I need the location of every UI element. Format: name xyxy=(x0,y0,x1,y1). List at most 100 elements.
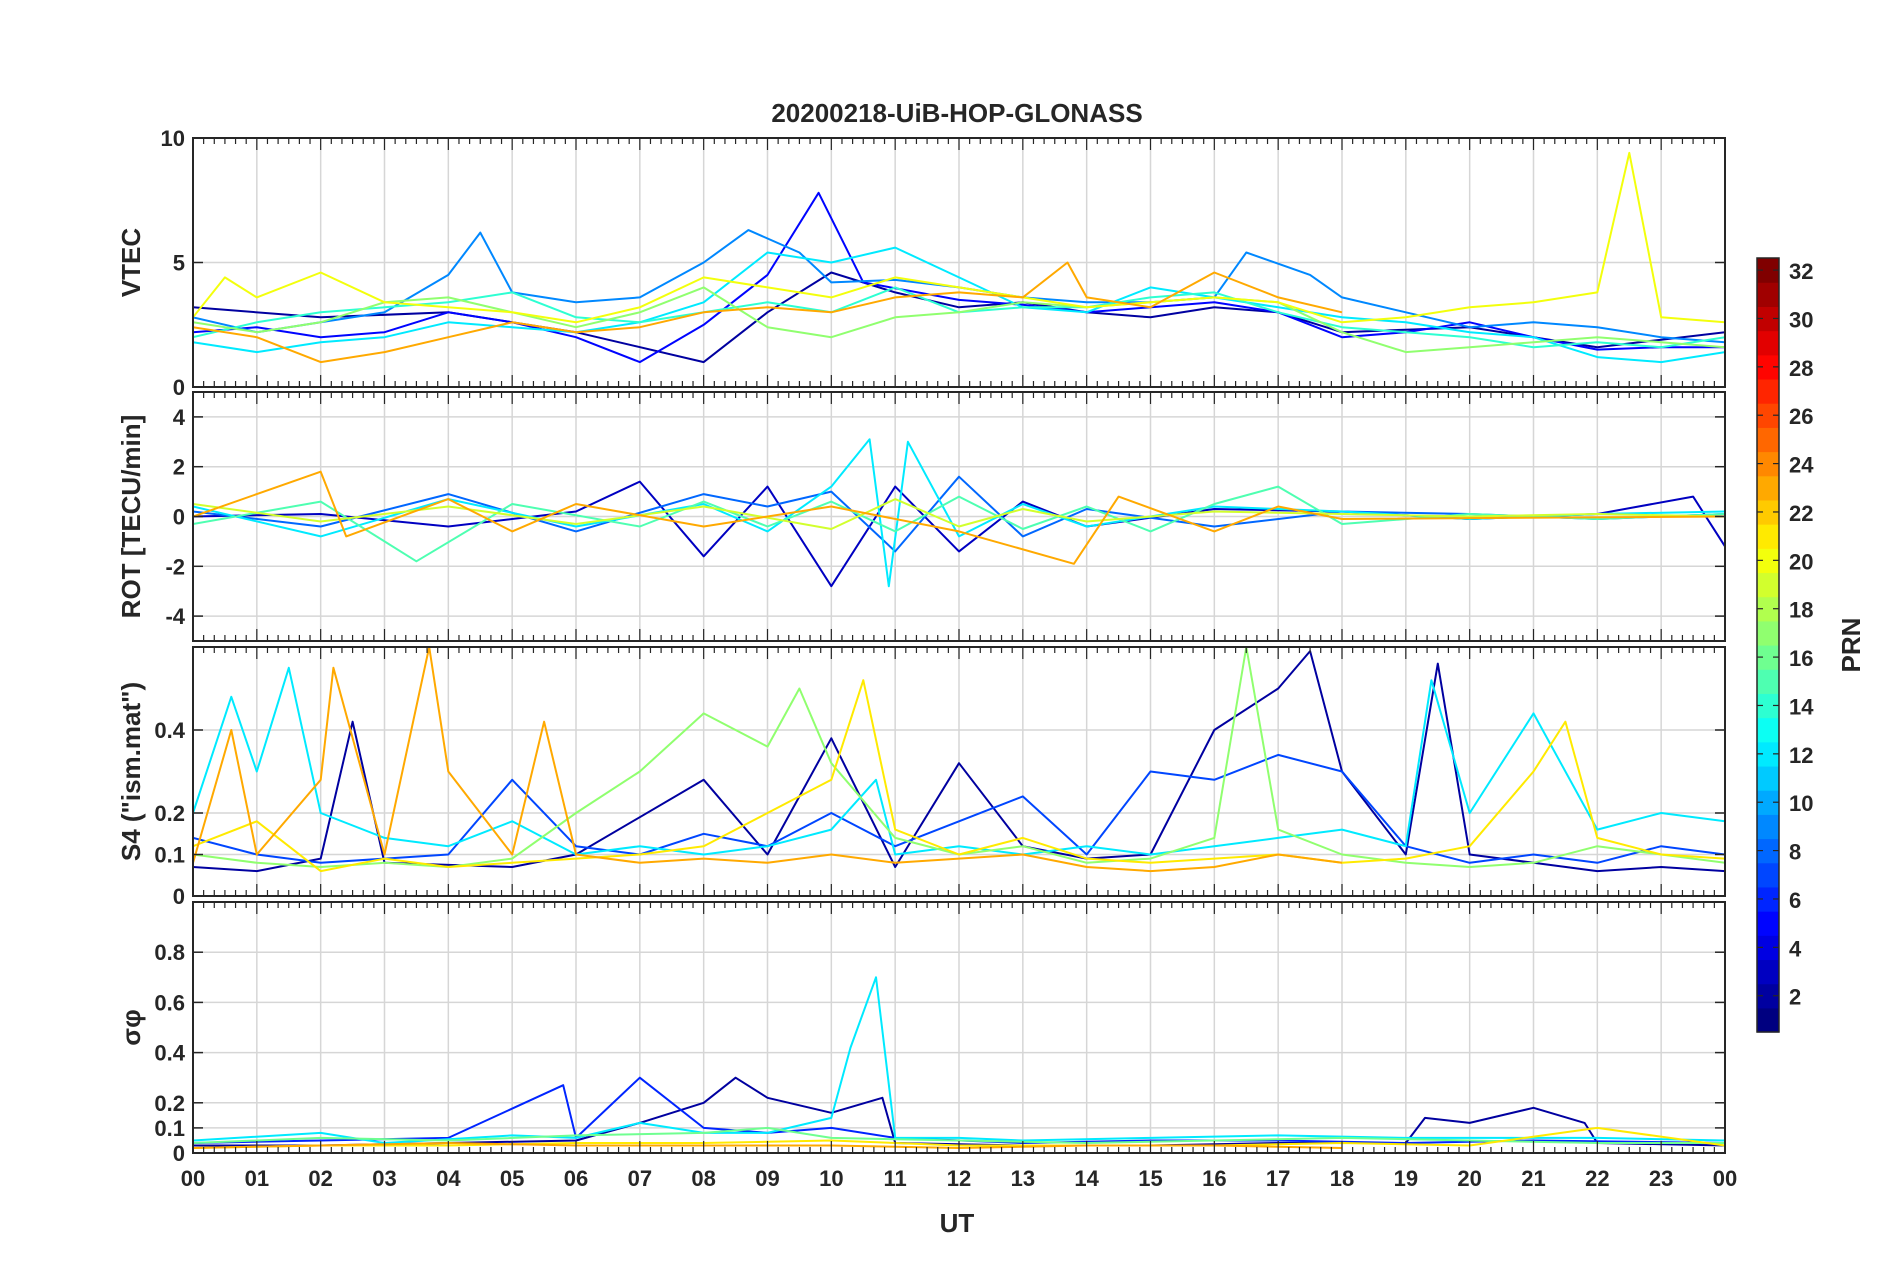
colorbar-segment xyxy=(1757,378,1779,404)
panel-frame xyxy=(192,646,1726,897)
colorbar-segment xyxy=(1757,330,1779,356)
x-tick-label: 06 xyxy=(564,1166,588,1191)
series-prn-21 xyxy=(193,679,1725,873)
colorbar-tick-label: 28 xyxy=(1789,356,1813,381)
colorbar-label: PRN xyxy=(1836,618,1866,673)
colorbar-segment xyxy=(1757,838,1779,864)
x-tick-label: 10 xyxy=(819,1166,843,1191)
y-tick-label: 0.6 xyxy=(154,990,185,1015)
colorbar-segment xyxy=(1757,524,1779,549)
x-tick-label: 19 xyxy=(1394,1166,1418,1191)
y-tick-label: 0.1 xyxy=(154,1116,185,1141)
colorbar-segment xyxy=(1757,475,1779,501)
series-prn-12 xyxy=(193,666,1725,856)
colorbar-tick-label: 20 xyxy=(1789,549,1813,574)
colorbar-tick-label: 4 xyxy=(1789,936,1802,961)
colorbar-tick-label: 14 xyxy=(1789,694,1814,719)
x-tick-label: 13 xyxy=(1011,1166,1035,1191)
y-tick-label: 2 xyxy=(173,455,185,480)
x-tick-label: 16 xyxy=(1202,1166,1226,1191)
colorbar-tick-label: 26 xyxy=(1789,404,1813,429)
x-tick-label: 04 xyxy=(436,1166,461,1191)
colorbar-tick-label: 12 xyxy=(1789,743,1813,768)
y-tick-label: 5 xyxy=(173,251,185,276)
colorbar-tick-label: 32 xyxy=(1789,259,1813,284)
x-tick-label: 02 xyxy=(308,1166,332,1191)
x-tick-label: 20 xyxy=(1457,1166,1481,1191)
colorbar-segment xyxy=(1757,765,1779,791)
colorbar-segment xyxy=(1757,886,1779,912)
y-tick-label: 0 xyxy=(173,375,185,400)
x-tick-label: 22 xyxy=(1585,1166,1609,1191)
panel-frame xyxy=(192,137,1726,388)
y-tick-label: 0.8 xyxy=(154,940,185,965)
colorbar-segment xyxy=(1757,935,1779,961)
y-axis-label: VTEC xyxy=(116,228,146,298)
x-tick-label: 03 xyxy=(372,1166,396,1191)
x-tick-label: 01 xyxy=(245,1166,269,1191)
panel-rot: -4 -2 0 2 4 ROT [TECU/min] xyxy=(116,391,1726,642)
panel-s4: 0 0.1 0.2 0.4 S4 ("ism.mat") xyxy=(116,646,1726,909)
x-tick-label: 15 xyxy=(1138,1166,1162,1191)
x-tick-label: 23 xyxy=(1649,1166,1673,1191)
colorbar-tick-label: 16 xyxy=(1789,646,1813,671)
x-tick-label: 08 xyxy=(691,1166,715,1191)
colorbar-segment xyxy=(1757,790,1779,815)
y-axis-label: σφ xyxy=(116,1009,146,1045)
colorbar-segment xyxy=(1757,548,1779,574)
panel-frame xyxy=(192,901,1726,1154)
series-prn-12 xyxy=(193,246,1725,364)
colorbar-segment xyxy=(1757,814,1779,840)
x-tick-label: 18 xyxy=(1330,1166,1354,1191)
series-group xyxy=(193,647,1725,873)
colorbar-segment xyxy=(1757,911,1779,936)
series-prn-5 xyxy=(193,191,1725,364)
series-prn-23 xyxy=(193,470,1725,565)
x-tick-label: 12 xyxy=(947,1166,971,1191)
colorbar-segment xyxy=(1757,983,1779,1009)
y-tick-label: 10 xyxy=(161,126,185,151)
x-tick-label: 17 xyxy=(1266,1166,1290,1191)
x-axis-label: UT xyxy=(940,1208,975,1238)
series-prn-7 xyxy=(193,753,1725,864)
series-prn-17 xyxy=(193,286,1725,354)
colorbar-segment xyxy=(1757,258,1779,283)
colorbar-segment xyxy=(1757,959,1779,985)
x-tick-label: 07 xyxy=(628,1166,652,1191)
panel-frame xyxy=(192,391,1726,642)
colorbar-segment xyxy=(1757,596,1779,622)
y-tick-label: 0.4 xyxy=(154,718,185,743)
x-tick-label: 14 xyxy=(1074,1166,1099,1191)
colorbar-tick-label: 18 xyxy=(1789,598,1813,623)
colorbar-segment xyxy=(1757,862,1779,888)
y-tick-label: -2 xyxy=(165,554,185,579)
series-prn-16 xyxy=(193,1126,1725,1144)
colorbar-tick-label: 6 xyxy=(1789,888,1801,913)
x-tick-label: 21 xyxy=(1521,1166,1545,1191)
colorbar-tick-label: 24 xyxy=(1789,453,1814,478)
colorbar-segment xyxy=(1757,741,1779,767)
series-prn-9 xyxy=(193,229,1725,344)
colorbar-segment xyxy=(1757,354,1779,380)
y-tick-label: 0.1 xyxy=(154,843,185,868)
series-prn-23 xyxy=(193,647,1343,873)
series-prn-19 xyxy=(193,498,1725,530)
colorbar-segment xyxy=(1757,451,1779,477)
series-prn-15 xyxy=(193,485,1725,563)
colorbar-tick-label: 30 xyxy=(1789,307,1813,332)
colorbar-tick-label: 10 xyxy=(1789,791,1813,816)
colorbar-segment xyxy=(1757,693,1779,719)
series-group xyxy=(193,151,1725,364)
y-axis-label: ROT [TECU/min] xyxy=(116,415,146,619)
y-tick-label: 0 xyxy=(173,1141,185,1166)
colorbar-segment xyxy=(1757,717,1779,743)
colorbar-segment xyxy=(1757,572,1779,598)
colorbar-segment xyxy=(1757,427,1779,453)
x-tick-label: 11 xyxy=(884,1166,907,1191)
x-tick-label: 00 xyxy=(1713,1166,1737,1191)
series-prn-23 xyxy=(193,261,1343,364)
y-tick-label: 0.4 xyxy=(154,1041,185,1066)
y-tick-label: 0.2 xyxy=(154,1091,185,1116)
